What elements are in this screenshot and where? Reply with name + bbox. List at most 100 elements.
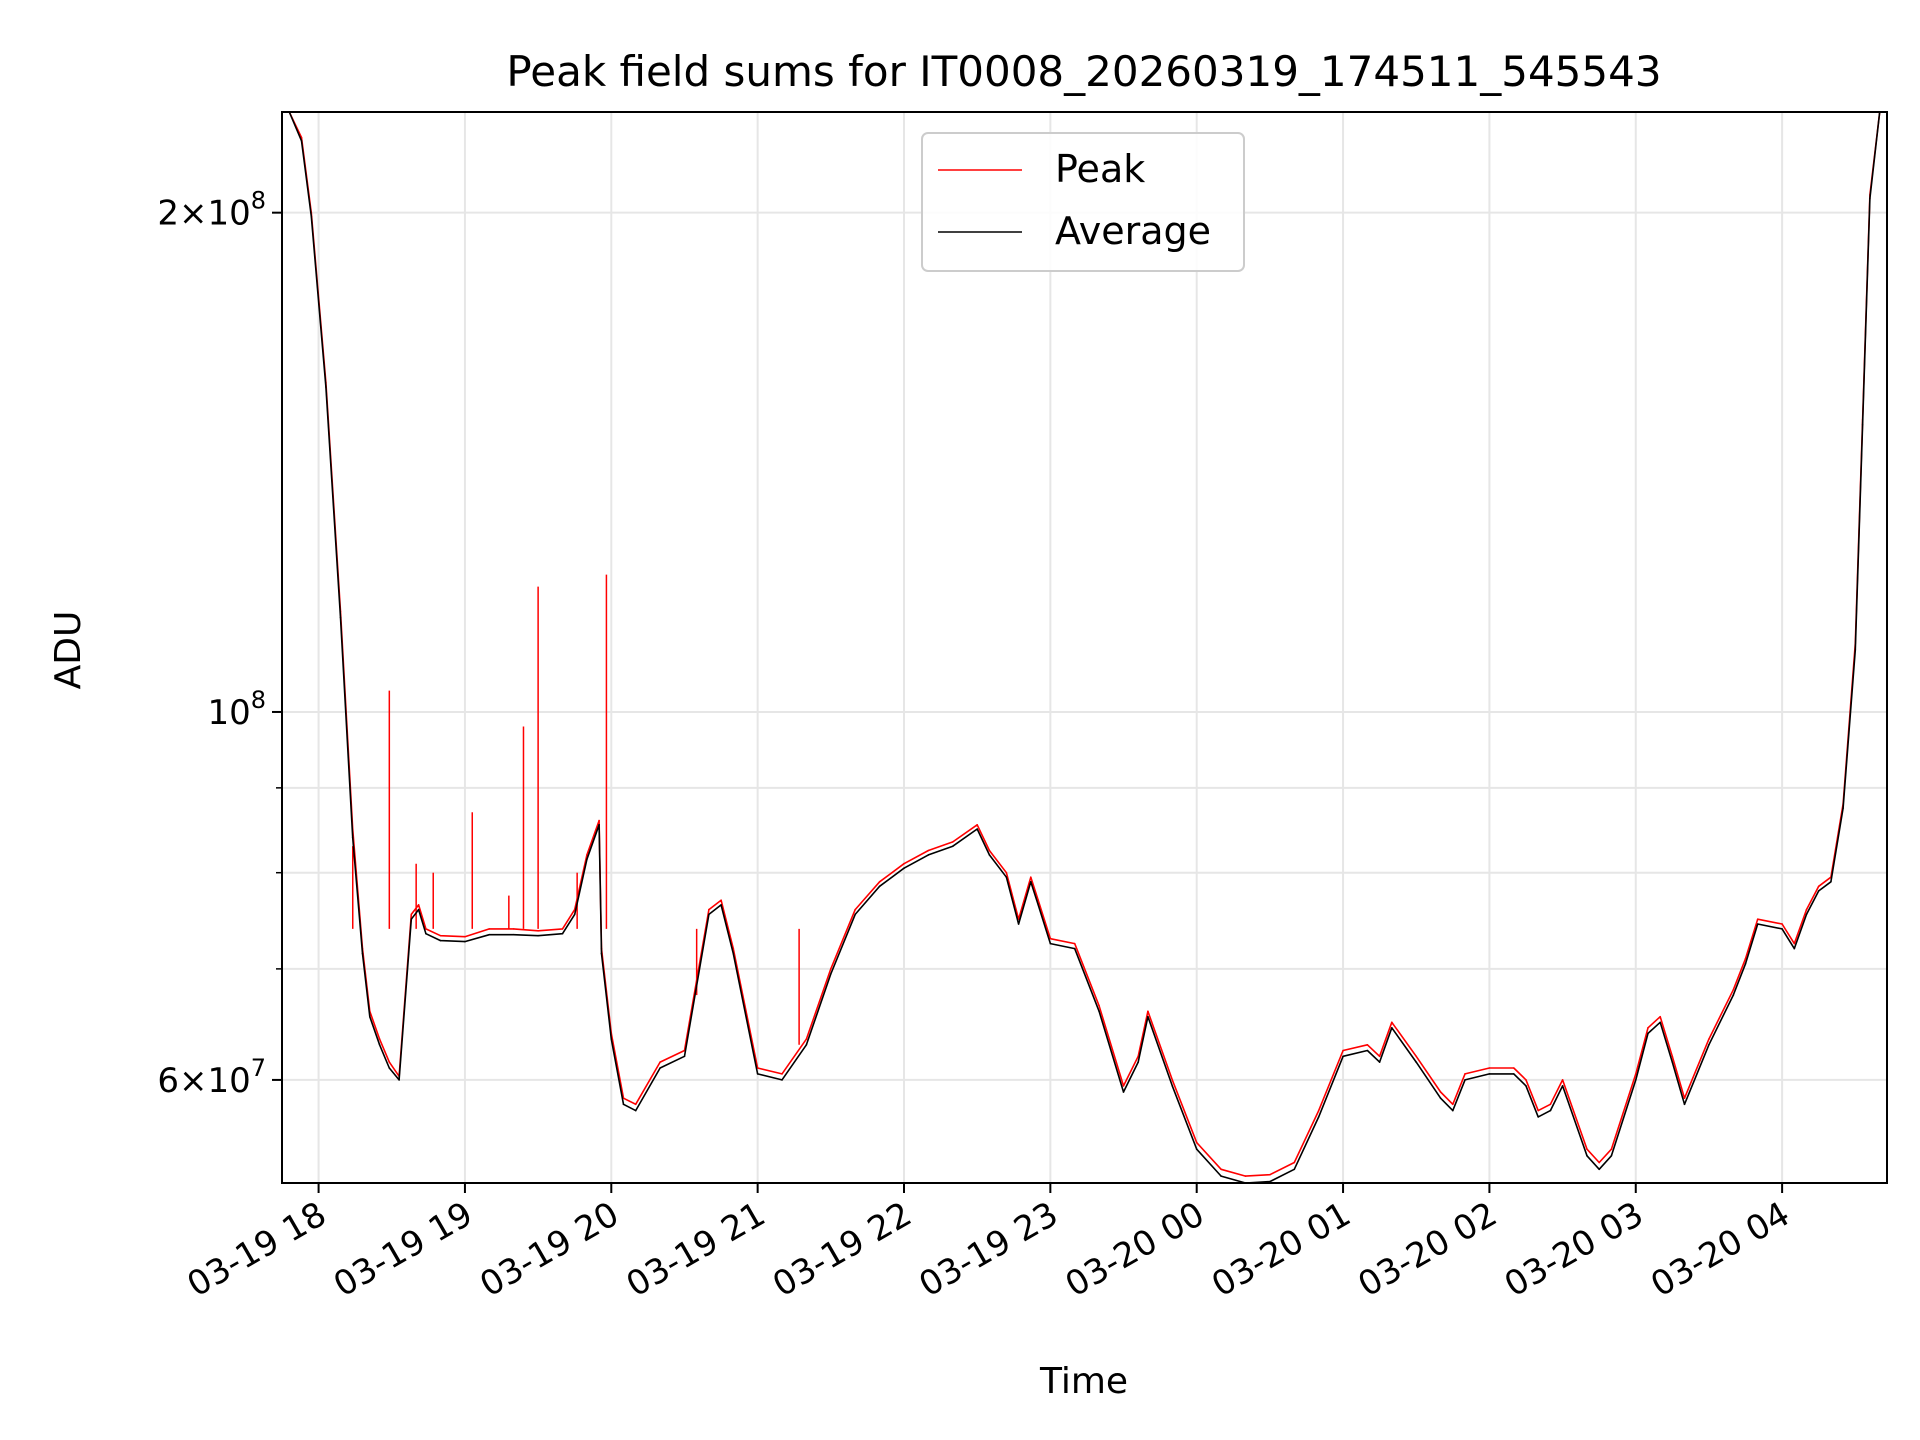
data-point-peak — [805, 1038, 808, 1040]
data-point-peak — [988, 849, 991, 852]
data-point-peak — [1244, 1175, 1247, 1177]
data-point-average — [512, 933, 515, 936]
data-point-peak — [952, 841, 954, 843]
data-point-peak — [1122, 1085, 1125, 1087]
data-point-average — [976, 828, 978, 830]
data-point-average — [488, 933, 491, 936]
data-point-average — [1513, 1073, 1515, 1075]
data-point-peak — [1805, 908, 1808, 911]
data-point-average — [1861, 423, 1864, 426]
data-point-peak — [708, 908, 710, 911]
data-point-average — [1830, 881, 1832, 883]
data-point-peak — [1586, 1148, 1588, 1150]
data-point-average — [300, 140, 303, 142]
data-point-average — [988, 854, 991, 856]
data-point-peak — [1098, 1005, 1100, 1007]
y-axis: 2×108 108 6×107 — [157, 187, 282, 1101]
data-point-peak — [488, 928, 491, 930]
data-point-peak — [1732, 989, 1735, 991]
data-point-peak — [464, 935, 466, 938]
data-point-peak — [720, 899, 722, 901]
data-point-peak — [1488, 1067, 1491, 1069]
data-point-average — [1464, 1079, 1466, 1081]
data-point-average — [600, 952, 603, 955]
data-point-peak — [1147, 1010, 1149, 1013]
data-point-average — [903, 867, 905, 869]
data-point-average — [805, 1044, 808, 1046]
data-point-average — [756, 1073, 759, 1075]
data-point-peak — [410, 913, 413, 916]
series-layer — [282, 112, 1881, 1183]
data-point-average — [417, 908, 420, 911]
data-point-average — [586, 858, 588, 861]
data-point-average — [1537, 1116, 1539, 1118]
data-point-peak — [1037, 899, 1039, 901]
data-point-average — [561, 932, 564, 935]
data-point-average — [573, 913, 576, 916]
data-point-average — [1137, 1061, 1139, 1063]
data-point-average — [1744, 963, 1747, 965]
data-point-average — [339, 616, 342, 619]
data-point-peak — [1293, 1161, 1296, 1164]
data-point-peak — [1317, 1109, 1320, 1112]
data-point-peak — [1708, 1038, 1710, 1040]
data-point-average — [1317, 1116, 1320, 1118]
data-point-peak — [781, 1073, 783, 1075]
data-point-peak — [1195, 1141, 1198, 1144]
data-point-average — [1793, 947, 1796, 950]
legend-label-average: Average — [1055, 209, 1211, 253]
data-point-average — [1122, 1091, 1125, 1093]
data-point-peak — [634, 1103, 637, 1106]
x-axis-label: Time — [1039, 1361, 1128, 1402]
data-point-peak — [1610, 1148, 1613, 1150]
data-point-average — [1708, 1044, 1710, 1046]
data-point-peak — [1659, 1015, 1661, 1018]
data-point-average — [927, 854, 930, 856]
data-point-average — [854, 913, 856, 916]
data-point-average — [720, 904, 722, 906]
data-point-average — [1549, 1109, 1552, 1112]
data-point-average — [361, 952, 364, 955]
legend: Peak Average — [921, 132, 1245, 272]
data-point-average — [622, 1103, 625, 1106]
data-point-peak — [1537, 1109, 1539, 1112]
data-point-average — [410, 918, 413, 920]
data-point-peak — [1671, 1055, 1674, 1058]
data-point-average — [425, 932, 427, 935]
data-point-peak — [586, 854, 588, 856]
data-point-average — [1488, 1073, 1491, 1075]
y-axis-label: ADU — [48, 611, 89, 690]
data-point-average — [1561, 1085, 1564, 1087]
legend-label-peak: Peak — [1055, 147, 1145, 191]
data-point-average — [1073, 947, 1076, 950]
data-point-peak — [1049, 937, 1052, 940]
data-point-average — [1869, 197, 1871, 200]
data-point-peak — [388, 1061, 391, 1063]
y-tick-label: 6×107 — [157, 1054, 266, 1101]
data-point-peak — [1793, 942, 1796, 945]
data-point-average — [781, 1079, 783, 1081]
data-point-peak — [1598, 1161, 1600, 1164]
data-point-average — [1805, 913, 1808, 916]
data-point-peak — [1513, 1067, 1515, 1069]
data-point-peak — [1366, 1044, 1369, 1046]
data-point-average — [732, 952, 735, 955]
data-point-peak — [1452, 1103, 1454, 1106]
data-point-peak — [830, 968, 832, 970]
data-point-peak — [512, 928, 515, 930]
data-point-average — [1842, 807, 1844, 809]
data-point-peak — [976, 824, 978, 826]
data-point-peak — [598, 819, 600, 822]
data-point-peak — [1391, 1021, 1393, 1024]
legend-box — [921, 132, 1245, 272]
data-point-average — [1586, 1155, 1588, 1157]
plot-frame — [281, 111, 1888, 1184]
data-point-average — [1366, 1049, 1369, 1052]
data-point-peak — [1269, 1173, 1271, 1176]
data-point-average — [1525, 1085, 1527, 1087]
data-point-average — [1732, 994, 1735, 996]
data-point-peak — [1171, 1079, 1174, 1081]
data-point-average — [1195, 1148, 1198, 1150]
y-tick-label: 108 — [207, 686, 266, 733]
data-point-average — [1049, 942, 1052, 945]
